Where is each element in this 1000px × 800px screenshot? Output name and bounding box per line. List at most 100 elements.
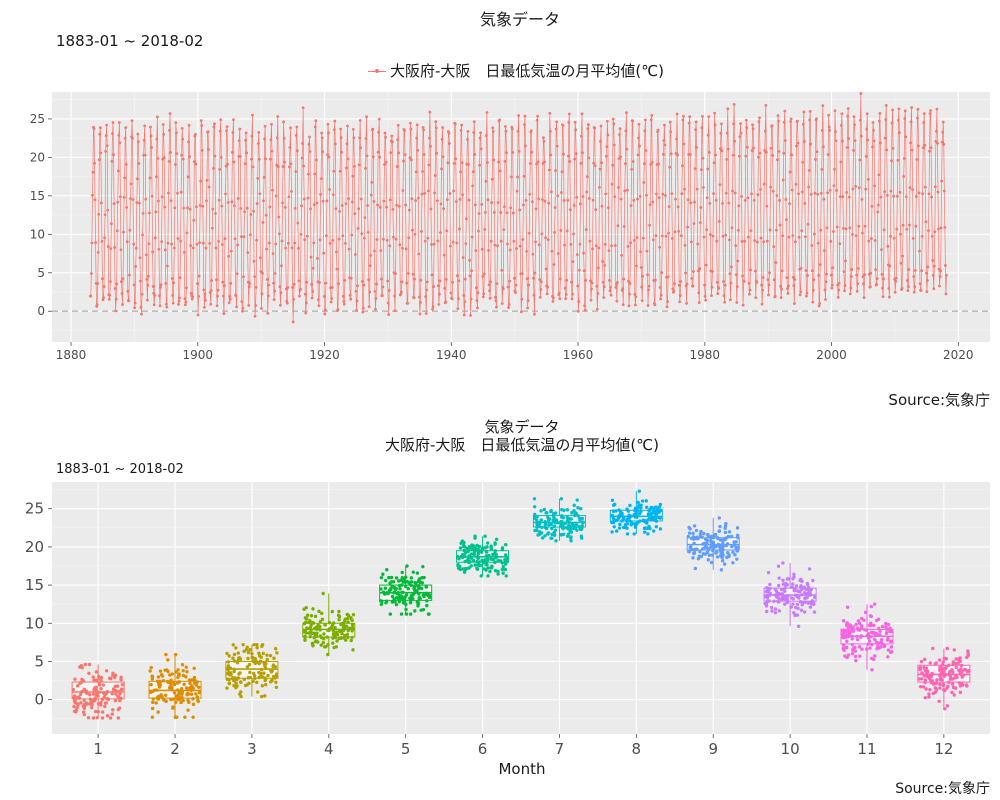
top-series-point bbox=[190, 297, 194, 301]
month-jitter-point bbox=[615, 529, 619, 533]
month-jitter-point bbox=[934, 661, 938, 665]
top-series-point bbox=[827, 113, 831, 117]
top-series-point bbox=[661, 192, 665, 196]
top-series-point bbox=[764, 150, 768, 154]
top-series-point bbox=[899, 232, 902, 236]
top-series-point bbox=[211, 207, 215, 211]
month-jitter-point bbox=[622, 525, 626, 530]
top-series-point bbox=[270, 122, 273, 126]
top-series-point bbox=[160, 195, 164, 199]
top-series-point bbox=[124, 163, 128, 166]
top-series-point bbox=[565, 229, 569, 233]
month-jitter-point bbox=[245, 665, 250, 669]
top-series-point bbox=[710, 285, 714, 289]
top-series-point bbox=[878, 112, 882, 115]
month-jitter-point bbox=[802, 585, 806, 589]
month-jitter-point bbox=[463, 554, 467, 558]
top-series-point bbox=[792, 284, 796, 287]
top-series-point bbox=[591, 247, 594, 251]
top-series-point bbox=[877, 119, 881, 123]
top-series-point bbox=[499, 211, 503, 214]
month-jitter-point bbox=[82, 706, 87, 710]
month-jitter-point bbox=[943, 672, 948, 677]
top-series-point bbox=[153, 294, 157, 297]
top-series-point bbox=[812, 278, 816, 282]
top-series-point bbox=[696, 242, 700, 246]
top-series-point bbox=[144, 253, 148, 257]
top-series-point bbox=[625, 147, 629, 151]
month-box-group bbox=[532, 497, 586, 543]
top-series-point bbox=[828, 128, 832, 132]
top-series-point bbox=[851, 187, 855, 191]
month-box-group bbox=[609, 489, 663, 536]
top-series-point bbox=[566, 154, 570, 158]
month-jitter-point bbox=[323, 623, 327, 627]
month-jitter-point bbox=[504, 543, 508, 547]
month-jitter-point bbox=[381, 590, 386, 594]
top-series-point bbox=[130, 119, 134, 123]
top-series-point bbox=[223, 284, 226, 288]
top-series-point bbox=[712, 192, 715, 196]
month-jitter-point bbox=[349, 638, 353, 643]
top-series-point bbox=[704, 263, 708, 267]
month-jitter-point bbox=[114, 689, 118, 693]
top-series-point bbox=[842, 270, 846, 274]
month-jitter-point bbox=[117, 689, 121, 694]
month-jitter-point bbox=[653, 517, 657, 521]
top-series-point bbox=[399, 290, 403, 294]
month-jitter-point bbox=[482, 567, 487, 571]
month-jitter-point bbox=[947, 663, 951, 667]
month-jitter-point bbox=[730, 544, 734, 549]
month-jitter-point bbox=[386, 591, 390, 596]
top-series-point bbox=[201, 241, 205, 245]
month-jitter-point bbox=[400, 590, 404, 594]
top-series-point bbox=[576, 284, 580, 288]
month-jitter-point bbox=[379, 587, 383, 591]
top-series-point bbox=[874, 268, 878, 271]
top-series-point bbox=[902, 157, 906, 160]
month-jitter-point bbox=[268, 653, 273, 658]
month-jitter-point bbox=[193, 678, 197, 683]
month-jitter-point bbox=[846, 653, 851, 657]
month-jitter-point bbox=[191, 702, 196, 707]
month-jitter-point bbox=[104, 701, 109, 705]
month-box-group bbox=[379, 564, 433, 616]
top-series-point bbox=[136, 132, 140, 136]
top-series-point bbox=[296, 247, 300, 250]
top-series-point bbox=[837, 281, 841, 285]
top-series-point bbox=[919, 289, 923, 292]
top-series-point bbox=[140, 312, 143, 316]
month-jitter-point bbox=[799, 593, 804, 597]
top-series-point bbox=[887, 295, 891, 299]
top-series-point bbox=[778, 199, 781, 202]
month-jitter-point bbox=[331, 641, 335, 645]
month-jitter-point bbox=[776, 564, 781, 568]
top-series-point bbox=[836, 295, 840, 299]
top-series-point bbox=[448, 192, 452, 195]
month-jitter-point bbox=[799, 584, 803, 588]
month-jitter-point bbox=[918, 684, 923, 689]
top-series-point bbox=[375, 238, 379, 241]
month-jitter-point bbox=[156, 710, 160, 714]
top-series-point bbox=[680, 192, 684, 196]
top-series-point bbox=[405, 281, 409, 285]
top-series-point bbox=[112, 153, 115, 157]
top-series-point bbox=[226, 201, 230, 204]
top-series-point bbox=[737, 154, 741, 158]
top-series-point bbox=[943, 264, 947, 267]
month-jitter-point bbox=[552, 530, 557, 535]
month-jitter-point bbox=[724, 543, 729, 548]
month-jitter-point bbox=[96, 694, 100, 698]
top-series-point bbox=[308, 135, 311, 139]
top-series-point bbox=[806, 274, 809, 277]
month-jitter-point bbox=[723, 526, 727, 530]
top-series-point bbox=[421, 126, 425, 129]
month-jitter-point bbox=[576, 514, 580, 518]
top-series-point bbox=[117, 133, 121, 137]
top-series-point bbox=[349, 297, 353, 301]
month-jitter-point bbox=[259, 671, 263, 676]
top-series-point bbox=[481, 295, 485, 299]
month-jitter-point bbox=[331, 621, 336, 625]
top-series-point bbox=[797, 235, 801, 239]
month-jitter-point bbox=[480, 558, 484, 562]
